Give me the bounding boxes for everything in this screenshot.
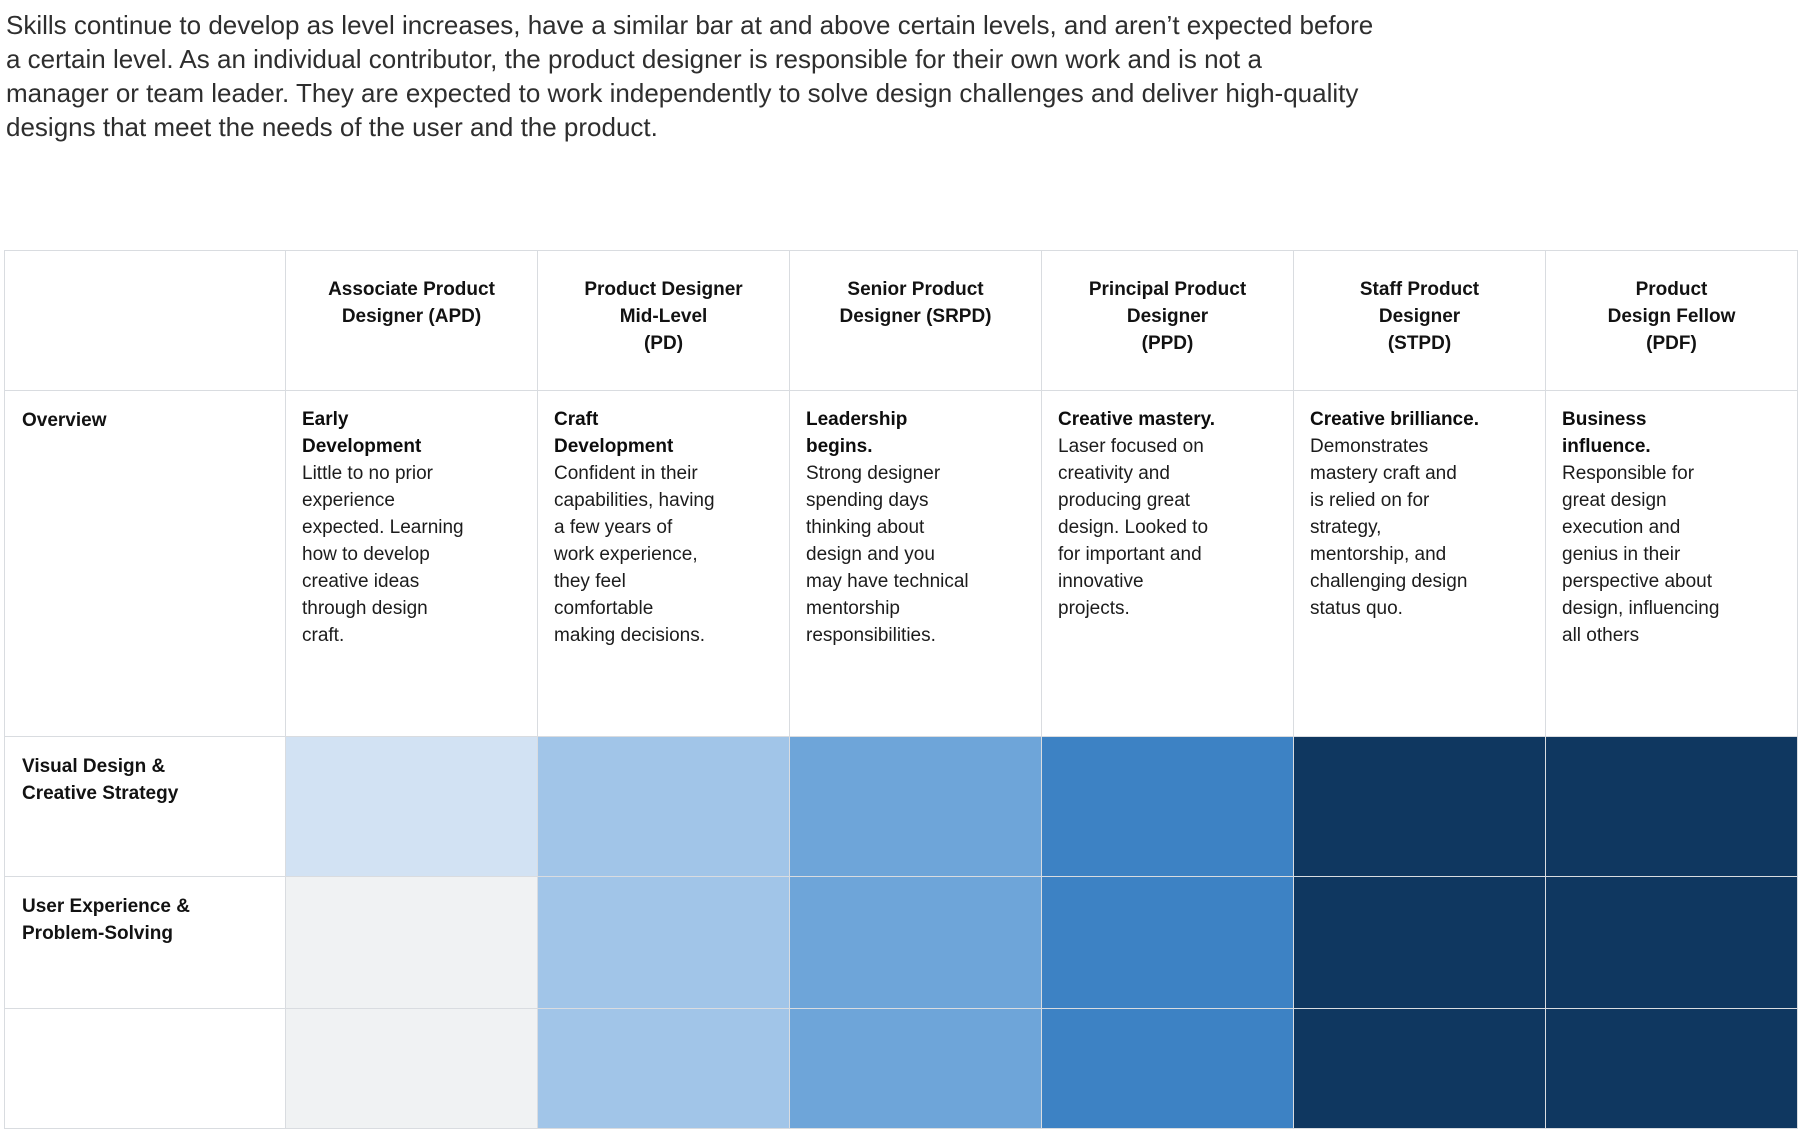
- overview-heading: Craft Development: [554, 409, 674, 457]
- skill-cell-cutoff-pdf: [1545, 1008, 1798, 1129]
- column-header-apd: Associate Product Designer (APD): [285, 250, 538, 391]
- row-label-cutoff: [4, 1008, 286, 1129]
- skill-cell-visual-design-pdf: [1545, 736, 1798, 877]
- skill-cell-visual-design-ppd: [1041, 736, 1294, 877]
- overview-cell-stpd: Creative brilliance. Demonstrates master…: [1293, 390, 1546, 737]
- skill-row-cutoff: [4, 1008, 1798, 1129]
- overview-heading: Business influence.: [1562, 409, 1651, 457]
- skill-cell-cutoff-ppd: [1041, 1008, 1294, 1129]
- skill-cell-user-experience-ppd: [1041, 876, 1294, 1009]
- overview-heading: Early Development: [302, 409, 422, 457]
- skill-cell-cutoff-srpd: [789, 1008, 1042, 1129]
- overview-body: Strong designer spending days thinking a…: [806, 463, 969, 646]
- skill-row-user-experience: User Experience & Problem-Solving: [4, 876, 1798, 1009]
- overview-body: Responsible for great design execution a…: [1562, 463, 1720, 646]
- skill-cell-visual-design-stpd: [1293, 736, 1546, 877]
- row-label-user-experience: User Experience & Problem-Solving: [4, 876, 286, 1009]
- skill-cell-visual-design-pd: [537, 736, 790, 877]
- skill-cell-cutoff-pd: [537, 1008, 790, 1129]
- skill-cell-cutoff-apd: [285, 1008, 538, 1129]
- column-header-stpd: Staff Product Designer (STPD): [1293, 250, 1546, 391]
- overview-body: Little to no prior experience expected. …: [302, 463, 464, 646]
- overview-body: Laser focused on creativity and producin…: [1058, 436, 1209, 619]
- overview-heading: Leadership begins.: [806, 409, 908, 457]
- column-header-srpd: Senior Product Designer (SRPD): [789, 250, 1042, 391]
- skill-cell-user-experience-apd: [285, 876, 538, 1009]
- column-header-pdf: Product Design Fellow (PDF): [1545, 250, 1798, 391]
- skill-cell-user-experience-srpd: [789, 876, 1042, 1009]
- skill-cell-cutoff-stpd: [1293, 1008, 1546, 1129]
- corner-cell: [4, 250, 286, 391]
- overview-heading: Creative brilliance.: [1310, 409, 1479, 430]
- overview-row: Overview Early Development Little to no …: [4, 390, 1798, 737]
- overview-heading: Creative mastery.: [1058, 409, 1216, 430]
- row-label-overview: Overview: [4, 390, 286, 737]
- skill-cell-user-experience-stpd: [1293, 876, 1546, 1009]
- skill-cell-visual-design-srpd: [789, 736, 1042, 877]
- row-label-visual-design: Visual Design & Creative Strategy: [4, 736, 286, 877]
- document-page: Skills continue to develop as level incr…: [0, 8, 1800, 1129]
- skill-row-visual-design: Visual Design & Creative Strategy: [4, 736, 1798, 877]
- skill-cell-user-experience-pd: [537, 876, 790, 1009]
- overview-body: Demonstrates mastery craft and is relied…: [1310, 436, 1468, 619]
- overview-body: Confident in their capabilities, having …: [554, 463, 715, 646]
- skill-cell-visual-design-apd: [285, 736, 538, 877]
- overview-cell-pd: Craft Development Confident in their cap…: [537, 390, 790, 737]
- skill-cell-user-experience-pdf: [1545, 876, 1798, 1009]
- overview-cell-pdf: Business influence. Responsible for grea…: [1545, 390, 1798, 737]
- overview-cell-apd: Early Development Little to no prior exp…: [285, 390, 538, 737]
- overview-cell-srpd: Leadership begins. Strong designer spend…: [789, 390, 1042, 737]
- column-header-pd: Product Designer Mid-Level (PD): [537, 250, 790, 391]
- table-header-row: Associate Product Designer (APD) Product…: [4, 250, 1798, 391]
- column-header-ppd: Principal Product Designer (PPD): [1041, 250, 1294, 391]
- levels-table: Associate Product Designer (APD) Product…: [4, 250, 1798, 1129]
- intro-paragraph: Skills continue to develop as level incr…: [6, 10, 1374, 142]
- overview-cell-ppd: Creative mastery. Laser focused on creat…: [1041, 390, 1294, 737]
